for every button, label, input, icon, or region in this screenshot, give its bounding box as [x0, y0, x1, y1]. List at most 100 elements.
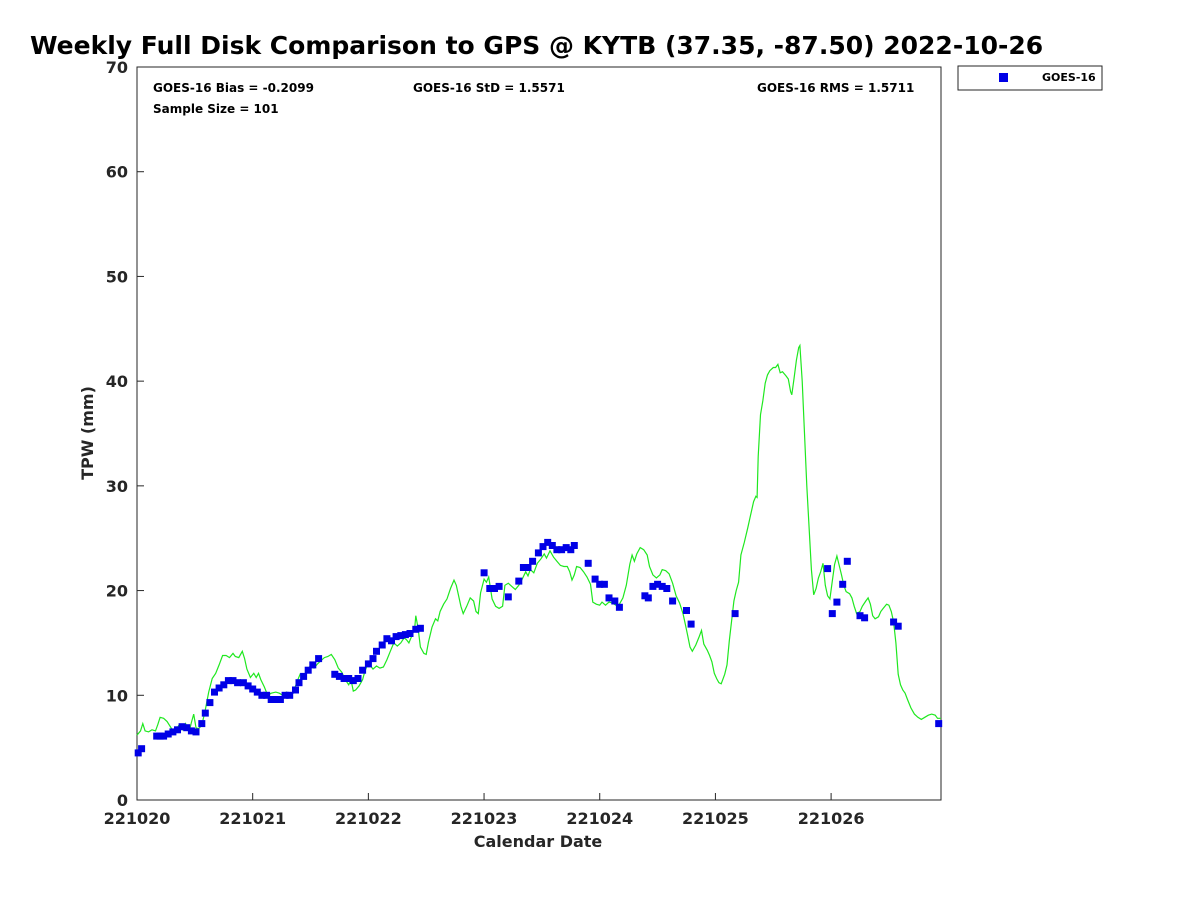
- goes-data-point: [491, 585, 498, 592]
- goes-data-point: [596, 580, 604, 588]
- goes-data-point: [495, 582, 503, 590]
- goes-data-point: [611, 597, 619, 605]
- goes-data-point: [169, 728, 177, 736]
- goes-data-point: [856, 612, 864, 620]
- goes-data-point: [397, 632, 405, 640]
- goes-data-point: [383, 635, 391, 643]
- y-tick-label: 10: [106, 686, 128, 705]
- goes-data-point: [548, 542, 556, 549]
- goes-data-point: [211, 688, 218, 696]
- y-tick-label: 50: [106, 267, 128, 286]
- goes-data-point: [615, 603, 623, 611]
- goes-data-point: [658, 582, 666, 590]
- goes-data-point: [519, 564, 527, 571]
- legend-label-goes: GOES-16: [1042, 71, 1096, 84]
- goes-data-point: [272, 696, 280, 703]
- legend: GOES-16: [957, 65, 1103, 91]
- goes-data-point: [263, 691, 271, 699]
- goes-data-point: [315, 655, 323, 663]
- legend-marker-goes: [999, 73, 1008, 82]
- goes-data-point: [388, 637, 395, 645]
- goes-data-point: [683, 607, 690, 614]
- goes-data-point: [824, 565, 832, 573]
- goes-data-point: [331, 670, 339, 678]
- goes-data-point: [392, 633, 400, 641]
- goes-series-points: [134, 538, 943, 757]
- goes-data-point: [591, 575, 599, 583]
- goes-data-point: [345, 675, 353, 682]
- goes-data-point: [406, 630, 414, 637]
- goes-data-point: [839, 580, 847, 588]
- goes-data-point: [687, 620, 695, 628]
- x-tick-label: 221022: [335, 809, 402, 828]
- stat-bias: GOES-16 Bias = -0.2099: [153, 81, 314, 95]
- goes-data-point: [340, 675, 348, 682]
- goes-data-point: [244, 682, 252, 690]
- goes-data-point: [206, 699, 214, 707]
- goes-data-point: [553, 546, 561, 554]
- goes-data-point: [828, 610, 836, 618]
- goes-data-point: [349, 677, 357, 685]
- goes-data-point: [600, 580, 608, 588]
- goes-data-point: [401, 631, 409, 639]
- chart-title: Weekly Full Disk Comparison to GPS @ KYT…: [30, 31, 1043, 60]
- goes-data-point: [292, 686, 299, 694]
- goes-data-point: [183, 724, 191, 732]
- goes-data-point: [295, 679, 303, 687]
- goes-data-point: [833, 598, 841, 606]
- goes-data-point: [649, 582, 657, 590]
- x-tick-label: 221020: [104, 809, 171, 828]
- goes-data-point: [539, 543, 547, 551]
- goes-data-point: [605, 594, 613, 602]
- goes-data-point: [201, 709, 209, 717]
- goes-data-point: [174, 726, 181, 734]
- stat-rms: GOES-16 RMS = 1.5711: [757, 81, 914, 95]
- goes-data-point: [935, 720, 943, 728]
- goes-data-point: [198, 720, 206, 728]
- goes-data-point: [138, 745, 146, 753]
- goes-data-point: [843, 557, 851, 565]
- goes-data-point: [359, 666, 367, 674]
- x-axis-label: Calendar Date: [474, 832, 603, 851]
- x-axis: 221020 221021 221022 221023 221024 221025 2210…: [104, 793, 865, 828]
- y-tick-label: 70: [106, 58, 128, 77]
- goes-data-point: [335, 672, 343, 680]
- goes-data-point: [412, 625, 420, 633]
- goes-data-point: [369, 655, 377, 663]
- goes-data-point: [529, 557, 537, 565]
- goes-data-point: [300, 672, 308, 680]
- goes-data-point: [524, 564, 532, 571]
- goes-data-point: [731, 610, 739, 618]
- goes-data-point: [416, 624, 424, 632]
- x-tick-label: 221026: [798, 809, 865, 828]
- plot-area: 221020 221021 221022 221023 221024 221025 2210…: [104, 58, 943, 828]
- x-tick-label: 221025: [682, 809, 749, 828]
- goes-data-point: [220, 681, 228, 689]
- goes-data-point: [504, 593, 512, 601]
- goes-data-point: [644, 594, 652, 602]
- goes-data-point: [224, 677, 232, 685]
- goes-data-point: [567, 546, 575, 554]
- goes-data-point: [253, 688, 261, 696]
- goes-data-point: [239, 679, 247, 687]
- y-tick-label: 60: [106, 163, 128, 182]
- goes-data-point: [187, 727, 195, 735]
- goes-data-point: [486, 585, 494, 592]
- goes-data-point: [378, 641, 386, 649]
- y-tick-label: 0: [117, 791, 128, 810]
- goes-data-point: [258, 691, 266, 699]
- legend-box: [957, 65, 1103, 91]
- y-tick-label: 30: [106, 477, 128, 496]
- y-tick-label: 40: [106, 372, 128, 391]
- goes-data-point: [861, 614, 869, 622]
- goes-data-point: [890, 618, 898, 626]
- x-tick-label: 221024: [566, 809, 633, 828]
- goes-data-point: [304, 666, 312, 674]
- y-axis-label: TPW (mm): [78, 386, 97, 480]
- goes-data-point: [544, 538, 552, 546]
- goes-data-point: [562, 544, 570, 552]
- goes-data-point: [669, 597, 677, 605]
- goes-data-point: [515, 577, 523, 585]
- goes-data-point: [286, 691, 294, 699]
- goes-data-point: [134, 749, 142, 757]
